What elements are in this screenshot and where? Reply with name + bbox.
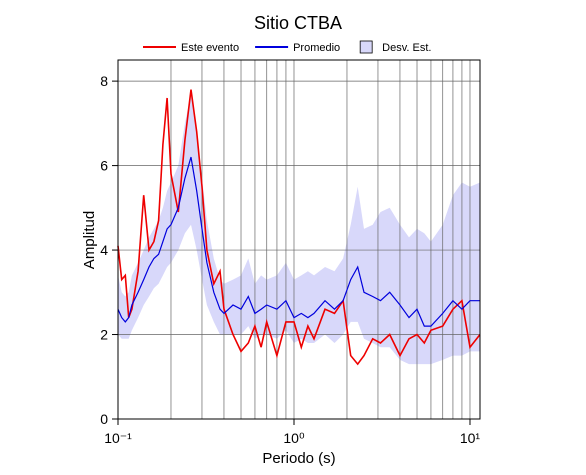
x-tick-label: 10¹ [460, 430, 481, 446]
plot-frame [117, 59, 481, 420]
y-tick-label: 0 [100, 411, 108, 427]
x-axis-label: Periodo (s) [262, 450, 335, 467]
legend-label: Este evento [181, 42, 239, 54]
y-tick-label: 4 [100, 242, 108, 258]
legend-swatch [359, 40, 373, 54]
y-tick-label: 8 [100, 73, 108, 89]
series-line [117, 89, 481, 366]
y-tick-label: 2 [100, 327, 108, 343]
legend-label: Desv. Est. [382, 42, 431, 54]
legend-label: Promedio [293, 42, 340, 54]
std-band [118, 93, 480, 365]
chart-title: Sitio CTBA [254, 13, 342, 33]
y-tick-label: 6 [100, 158, 108, 174]
x-tick-label: 10⁻¹ [104, 430, 132, 446]
x-tick-label: 10⁰ [283, 430, 305, 446]
y-axis-label: Amplitud [81, 211, 98, 269]
series-line [117, 156, 480, 327]
